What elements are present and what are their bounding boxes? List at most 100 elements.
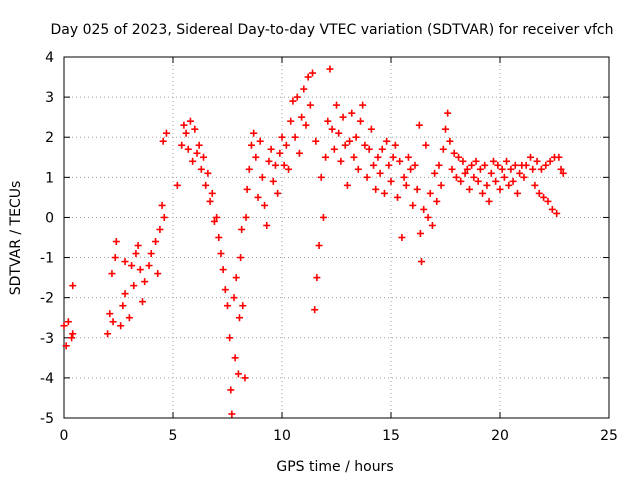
x-tick-label: 10 xyxy=(273,428,291,444)
data-point xyxy=(374,153,382,161)
data-point xyxy=(496,185,504,193)
data-point xyxy=(136,266,144,274)
data-point xyxy=(315,242,323,250)
data-point xyxy=(481,161,489,169)
data-point xyxy=(186,117,194,125)
data-point xyxy=(208,189,216,197)
data-point xyxy=(540,193,548,201)
data-point xyxy=(69,330,77,338)
data-point xyxy=(191,125,199,133)
data-point xyxy=(269,177,277,185)
data-point xyxy=(312,137,320,145)
data-point xyxy=(439,145,447,153)
data-point xyxy=(182,129,190,137)
x-tick-label: 0 xyxy=(60,428,69,444)
data-point xyxy=(370,161,378,169)
data-point xyxy=(418,258,426,266)
data-point xyxy=(112,238,120,246)
data-point xyxy=(544,197,552,205)
data-point xyxy=(109,318,117,326)
data-point xyxy=(442,125,449,133)
x-tick-label: 15 xyxy=(382,428,400,444)
data-point xyxy=(376,169,384,177)
data-point xyxy=(62,342,70,350)
data-point xyxy=(195,141,203,149)
data-point xyxy=(527,153,535,161)
data-point xyxy=(367,125,375,133)
data-point xyxy=(415,121,423,129)
data-point xyxy=(230,294,238,302)
data-point xyxy=(472,157,480,165)
data-point xyxy=(276,149,284,157)
data-point xyxy=(147,250,155,258)
data-point xyxy=(104,330,112,338)
data-point xyxy=(433,197,441,205)
data-point xyxy=(448,165,456,173)
data-point xyxy=(252,153,260,161)
data-point xyxy=(378,145,386,153)
data-point xyxy=(200,153,208,161)
data-point xyxy=(111,254,119,262)
data-point xyxy=(228,410,236,418)
data-point xyxy=(154,270,162,278)
data-point xyxy=(359,101,367,109)
data-point xyxy=(261,201,269,209)
data-point xyxy=(250,129,258,137)
data-point xyxy=(437,181,445,189)
data-point xyxy=(304,73,312,81)
data-point xyxy=(152,238,160,246)
data-point xyxy=(219,266,227,274)
data-point xyxy=(333,101,340,109)
data-point xyxy=(108,270,116,278)
data-point xyxy=(326,65,334,73)
data-point xyxy=(455,153,463,161)
data-point xyxy=(463,165,471,173)
y-tick-label: -1 xyxy=(40,251,54,267)
data-point xyxy=(391,141,399,149)
data-point xyxy=(232,274,240,282)
data-point xyxy=(498,165,506,173)
data-point xyxy=(402,181,410,189)
data-point xyxy=(516,169,524,177)
data-point xyxy=(202,181,210,189)
data-point xyxy=(513,189,521,197)
data-point xyxy=(237,254,245,262)
data-point xyxy=(239,302,247,310)
data-point xyxy=(520,173,528,181)
data-point xyxy=(328,125,336,133)
data-point xyxy=(511,161,519,169)
data-point xyxy=(356,117,364,125)
data-point xyxy=(446,137,454,145)
data-point xyxy=(339,113,347,121)
data-point xyxy=(178,141,186,149)
data-point xyxy=(354,165,362,173)
data-point xyxy=(324,117,332,125)
data-point xyxy=(335,129,343,137)
data-point xyxy=(457,177,465,185)
data-point xyxy=(215,234,223,241)
data-point xyxy=(159,137,167,145)
data-point xyxy=(319,213,327,221)
plot-frame xyxy=(63,56,610,419)
data-point xyxy=(160,213,168,221)
x-tick-label: 5 xyxy=(169,428,178,444)
y-axis: -5 -4 -3 -2 -1 0 1 2 3 4 xyxy=(40,50,609,427)
data-point xyxy=(60,322,68,330)
data-point xyxy=(289,97,297,105)
data-point xyxy=(267,145,275,153)
data-point xyxy=(306,101,314,109)
data-point xyxy=(343,181,351,189)
data-point xyxy=(422,141,430,149)
data-point xyxy=(117,322,125,330)
data-point xyxy=(125,314,133,322)
y-tick-label: 1 xyxy=(45,170,54,186)
data-point xyxy=(241,374,249,382)
chart-title: Day 025 of 2023, Sidereal Day-to-day VTE… xyxy=(50,22,613,38)
data-point xyxy=(322,153,330,161)
data-point xyxy=(507,165,515,173)
data-point xyxy=(295,149,303,157)
data-point xyxy=(479,189,487,197)
data-point xyxy=(293,93,301,101)
data-point xyxy=(400,173,408,181)
